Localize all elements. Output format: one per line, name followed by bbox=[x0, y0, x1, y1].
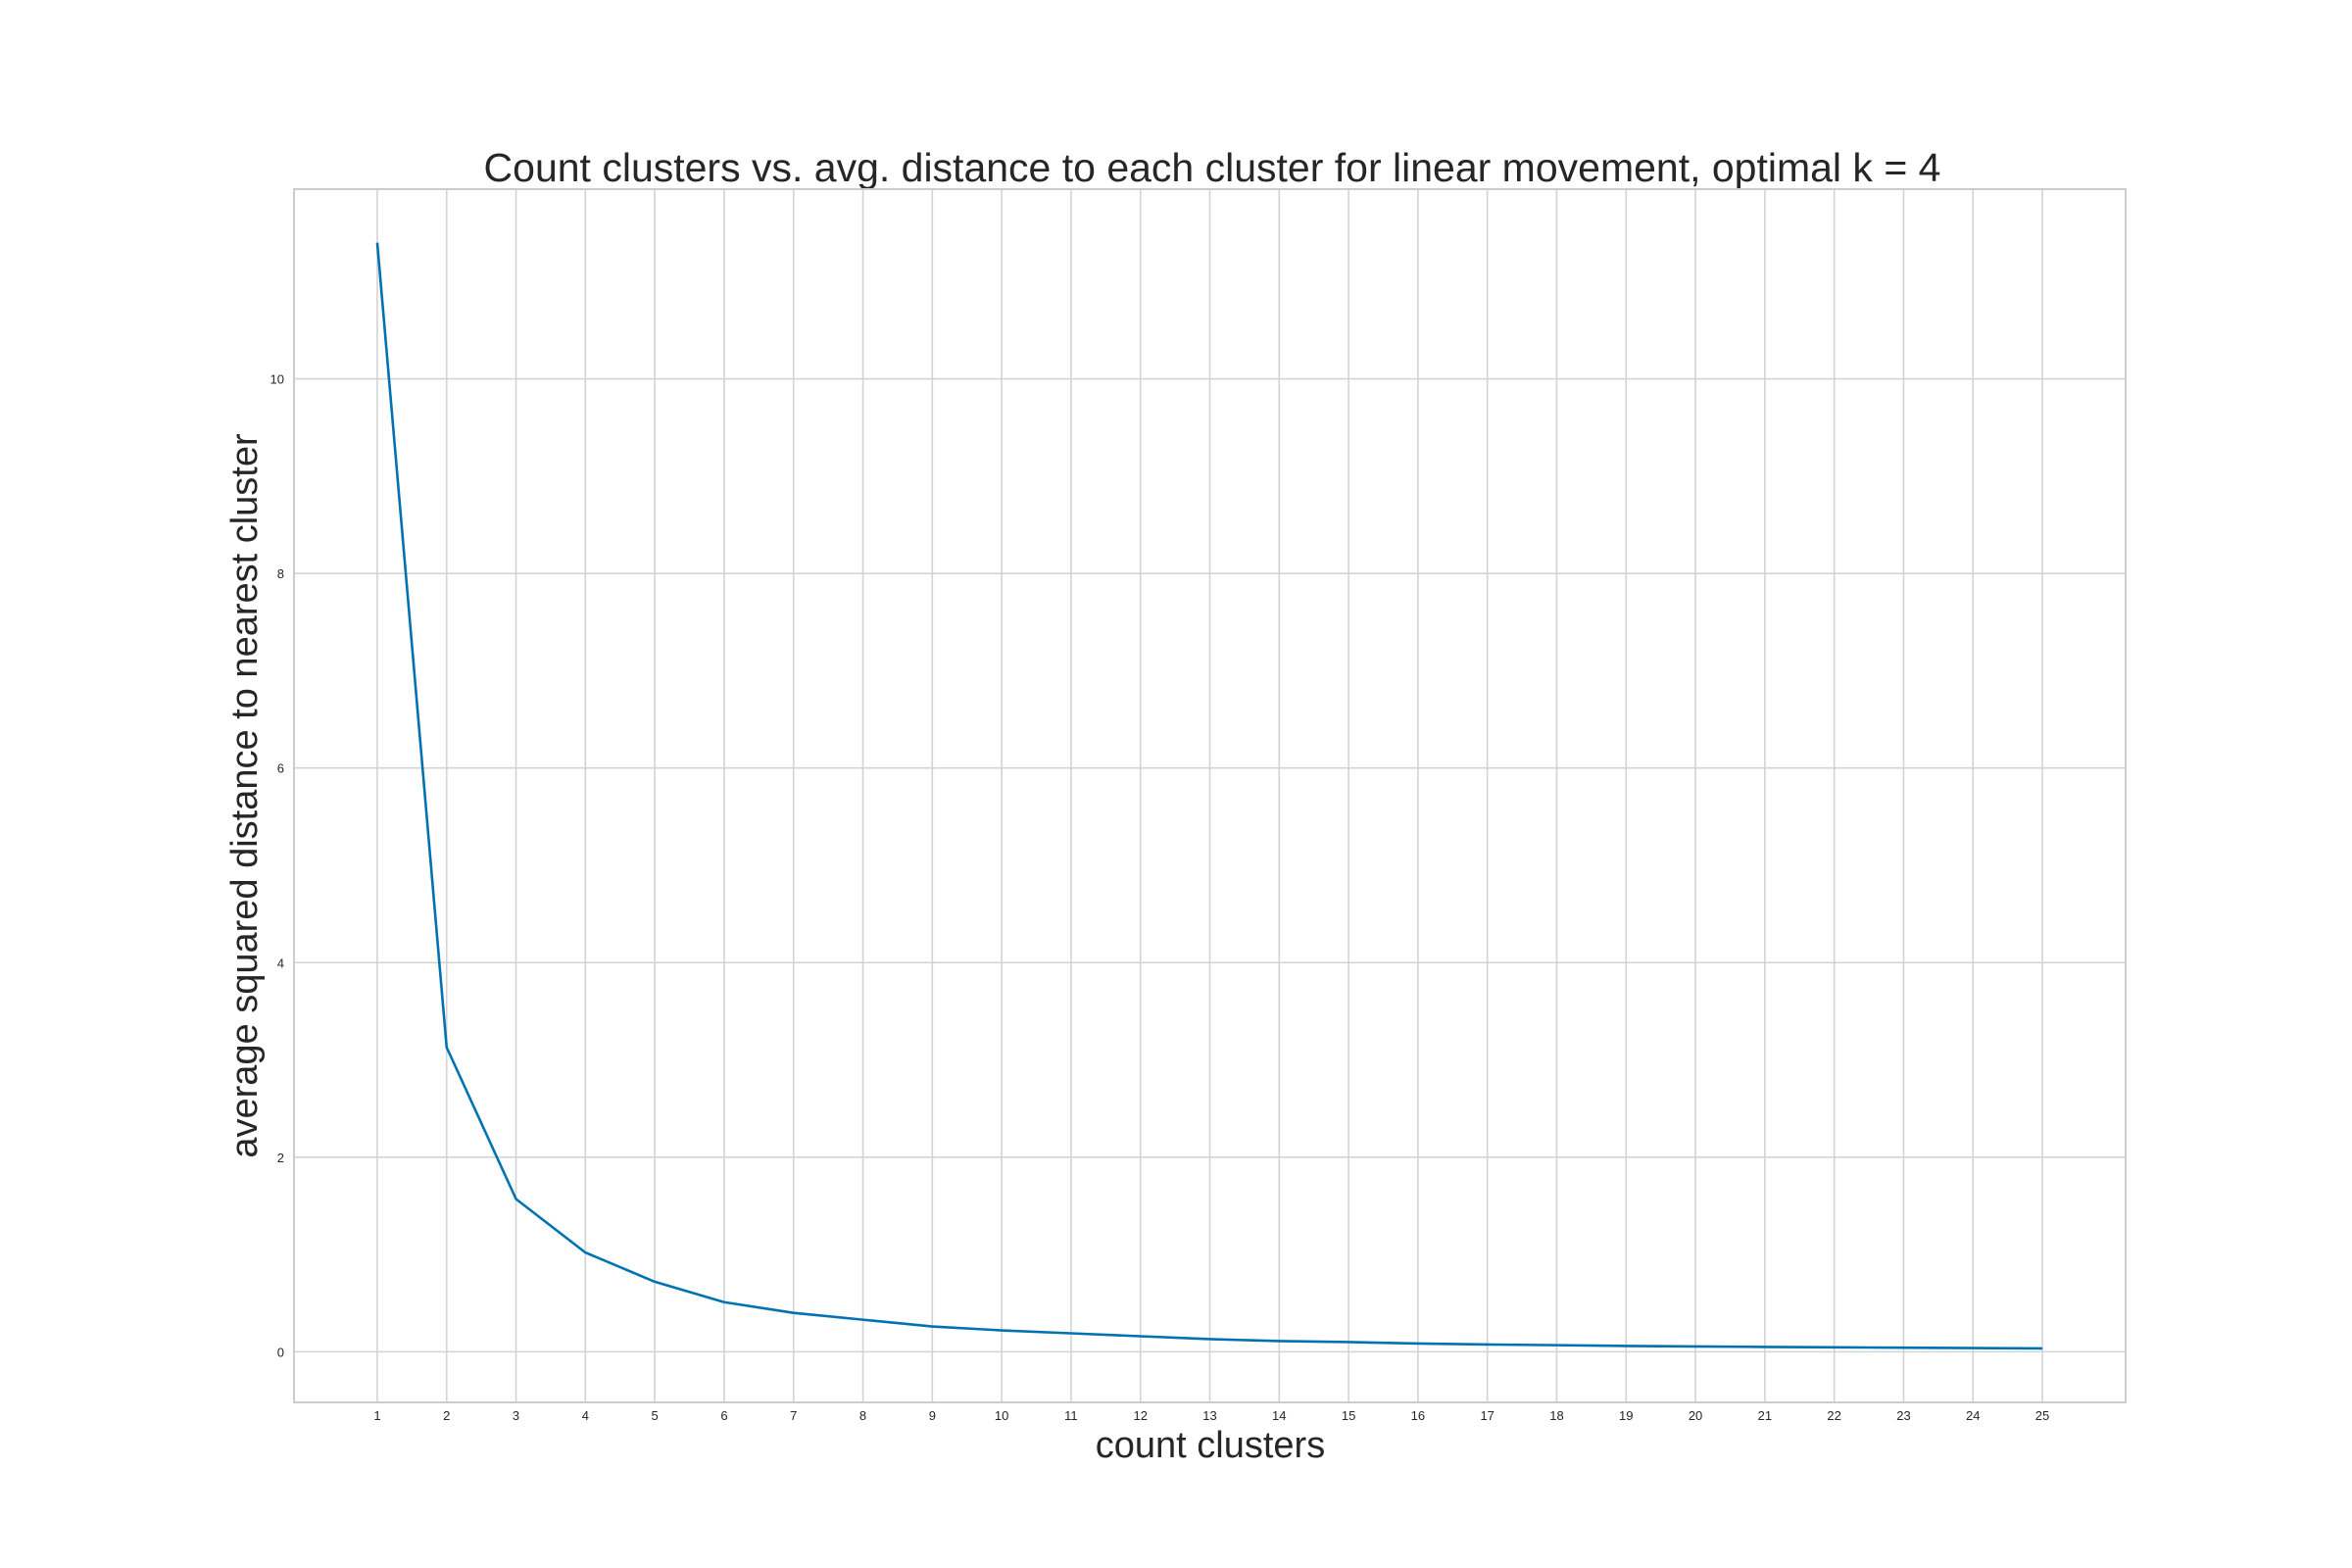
x-tick-label: 19 bbox=[1619, 1408, 1633, 1423]
x-tick-label: 11 bbox=[1064, 1408, 1078, 1423]
y-tick-label: 0 bbox=[277, 1345, 284, 1359]
x-tick-label: 3 bbox=[513, 1408, 519, 1423]
x-tick-label: 2 bbox=[443, 1408, 450, 1423]
x-tick-label: 18 bbox=[1549, 1408, 1563, 1423]
x-tick-label: 9 bbox=[929, 1408, 936, 1423]
x-tick-label: 21 bbox=[1758, 1408, 1772, 1423]
x-tick-label: 7 bbox=[790, 1408, 797, 1423]
y-tick-label: 4 bbox=[277, 956, 284, 970]
x-tick-label: 17 bbox=[1480, 1408, 1494, 1423]
x-tick-label: 15 bbox=[1342, 1408, 1355, 1423]
plot-area-frame bbox=[293, 188, 2127, 1403]
x-tick-label: 25 bbox=[2035, 1408, 2049, 1423]
x-tick-label: 22 bbox=[1827, 1408, 1840, 1423]
x-tick-label: 16 bbox=[1411, 1408, 1425, 1423]
x-tick-label: 20 bbox=[1689, 1408, 1702, 1423]
x-tick-label: 13 bbox=[1202, 1408, 1216, 1423]
x-tick-label: 1 bbox=[373, 1408, 380, 1423]
grid-lines bbox=[294, 189, 2126, 1402]
y-axis-label: average squared distance to nearest clus… bbox=[224, 433, 266, 1158]
x-tick-label: 5 bbox=[652, 1408, 659, 1423]
x-tick-label: 12 bbox=[1133, 1408, 1147, 1423]
x-tick-label: 4 bbox=[582, 1408, 589, 1423]
x-tick-label: 10 bbox=[995, 1408, 1008, 1423]
x-tick-label: 8 bbox=[859, 1408, 866, 1423]
x-tick-labels: 1 2 3 4 5 6 7 8 9 10 11 12 13 14 15 16 17 18 19 20 21 22 23 24 2… bbox=[373, 1408, 2049, 1423]
x-tick-label: 23 bbox=[1896, 1408, 1910, 1423]
y-tick-label: 2 bbox=[277, 1151, 284, 1165]
x-tick-label: 6 bbox=[720, 1408, 727, 1423]
y-tick-label: 8 bbox=[277, 566, 284, 581]
y-tick-label: 10 bbox=[270, 372, 284, 387]
x-tick-label: 24 bbox=[1966, 1408, 1980, 1423]
y-tick-labels: 0 2 4 6 8 10 bbox=[270, 372, 284, 1360]
y-tick-label: 6 bbox=[277, 761, 284, 776]
x-axis-label: count clusters bbox=[1096, 1425, 1325, 1466]
chart-title: Count clusters vs. avg. distance to each… bbox=[484, 145, 1941, 190]
series-layer bbox=[375, 242, 2043, 1350]
x-tick-label: 14 bbox=[1272, 1408, 1286, 1423]
